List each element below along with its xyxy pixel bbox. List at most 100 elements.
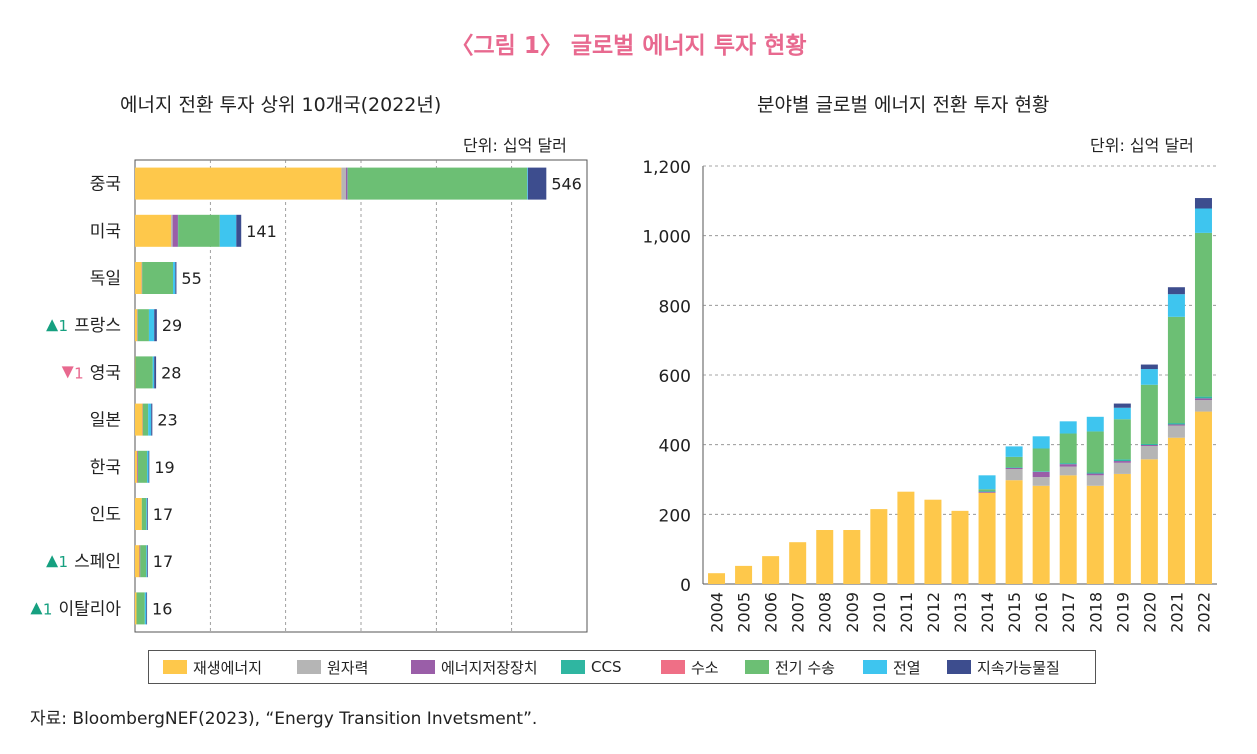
year-bar-segment (1005, 467, 1023, 469)
y-tick-label: 1,200 (642, 158, 691, 178)
source-note: 자료: BloombergNEF(2023), “Energy Transiti… (30, 709, 538, 729)
legend-swatch (297, 660, 321, 674)
total-label: 17 (153, 505, 173, 524)
bar-segment (144, 592, 147, 625)
year-bar-segment (1194, 208, 1212, 233)
year-bar-segment (1005, 468, 1023, 470)
year-bar-segment (708, 573, 726, 584)
bar-segment (135, 356, 153, 389)
year-bar-segment (1194, 411, 1212, 584)
rank-up-icon (46, 555, 59, 568)
bar-segment (148, 403, 152, 436)
year-bar-segment (1032, 471, 1050, 472)
year-bar-segment (1167, 423, 1185, 425)
total-label: 29 (162, 316, 182, 335)
year-bar-segment (1140, 384, 1158, 444)
x-tick-label: 2012 (924, 592, 943, 633)
year-bar-segment (1005, 480, 1023, 584)
country-label: 독일 (90, 269, 121, 289)
year-bar-segment (978, 492, 996, 584)
year-bar-segment (1032, 477, 1050, 486)
bar-segment (136, 592, 145, 625)
bar-segment (151, 403, 153, 436)
x-tick-label: 2013 (951, 592, 970, 633)
y-tick-label: 200 (659, 506, 691, 526)
country-label: 일본 (90, 411, 121, 431)
total-label: 55 (181, 269, 201, 288)
country-label: 이탈리아 (58, 599, 121, 619)
y-tick-label: 800 (659, 297, 691, 317)
bar-segment (141, 498, 147, 530)
country-label: 스페인 (74, 552, 121, 572)
bar-segment (341, 167, 346, 200)
country-label: 미국 (90, 222, 121, 242)
total-label: 141 (246, 222, 277, 241)
bar-segment (135, 309, 138, 342)
legend-swatch (863, 660, 887, 674)
legend-item: 에너지저장장치 (411, 651, 538, 683)
bar-segment (138, 450, 148, 483)
bar-segment (147, 498, 148, 530)
x-tick-label: 2016 (1032, 592, 1051, 633)
bar-segment (142, 403, 149, 436)
x-tick-label: 2009 (843, 592, 862, 633)
bar-segment (146, 545, 148, 578)
year-bar-segment (1194, 398, 1212, 401)
rank-up-icon (46, 319, 59, 332)
x-tick-label: 2020 (1140, 592, 1159, 633)
year-bar-segment (1032, 448, 1050, 472)
bar-segment (148, 450, 150, 483)
bar-segment (178, 214, 220, 247)
bar-segment (152, 356, 155, 389)
year-bar-segment (816, 530, 834, 584)
bar-segment (175, 262, 177, 294)
year-bar-segment (1140, 445, 1158, 447)
x-tick-label: 2015 (1005, 592, 1024, 633)
chart-legend: 재생에너지 원자력 에너지저장장치 CCS 수소 전기 수송 전열 지속가능물질 (148, 650, 1096, 684)
bar-segment (345, 167, 348, 200)
bar-segment (154, 356, 157, 389)
x-tick-label: 2021 (1167, 592, 1186, 633)
legend-label: 전기 수송 (775, 658, 835, 677)
year-bar-segment (1059, 475, 1077, 584)
year-bar-segment (1140, 459, 1158, 584)
year-bar-segment (1113, 419, 1131, 460)
x-tick-label: 2008 (816, 592, 835, 633)
bar-segment (147, 450, 149, 483)
year-bar-segment (1032, 436, 1050, 449)
year-bar-segment (1194, 400, 1212, 412)
legend-item: 전기 수송 (745, 651, 835, 683)
bar-segment (148, 309, 155, 342)
year-bar-segment (1086, 472, 1104, 474)
x-tick-label: 2005 (735, 592, 754, 633)
y-tick-label: 1,000 (642, 228, 691, 248)
legend-label: 수소 (691, 658, 719, 677)
year-bar-segment (924, 499, 942, 584)
bar-segment (135, 498, 142, 530)
legend-swatch (745, 660, 769, 674)
bar-segment (135, 592, 137, 625)
year-bar-segment (1194, 396, 1212, 399)
year-bar-segment (1113, 459, 1131, 462)
figure-title: 〈그림 1〉 글로벌 에너지 투자 현황 (450, 33, 807, 59)
legend-item: CCS (561, 651, 621, 683)
year-bar-segment (1167, 425, 1185, 438)
year-bar-segment (735, 565, 753, 584)
bar-segment (140, 545, 147, 578)
year-bar-segment (1140, 364, 1158, 370)
bar-segment (219, 214, 237, 247)
year-bar-segment (978, 489, 996, 491)
country-label: 인도 (90, 505, 121, 525)
bar-segment (147, 545, 148, 578)
bar-segment (347, 167, 528, 200)
rank-up-icon (30, 602, 43, 615)
year-bar-segment (843, 530, 861, 584)
bar-segment (137, 309, 149, 342)
year-bar-segment (789, 542, 807, 584)
bar-segment (135, 545, 140, 578)
legend-swatch (411, 660, 435, 674)
legend-swatch (661, 660, 685, 674)
total-label: 28 (161, 363, 181, 382)
x-tick-label: 2014 (978, 592, 997, 633)
